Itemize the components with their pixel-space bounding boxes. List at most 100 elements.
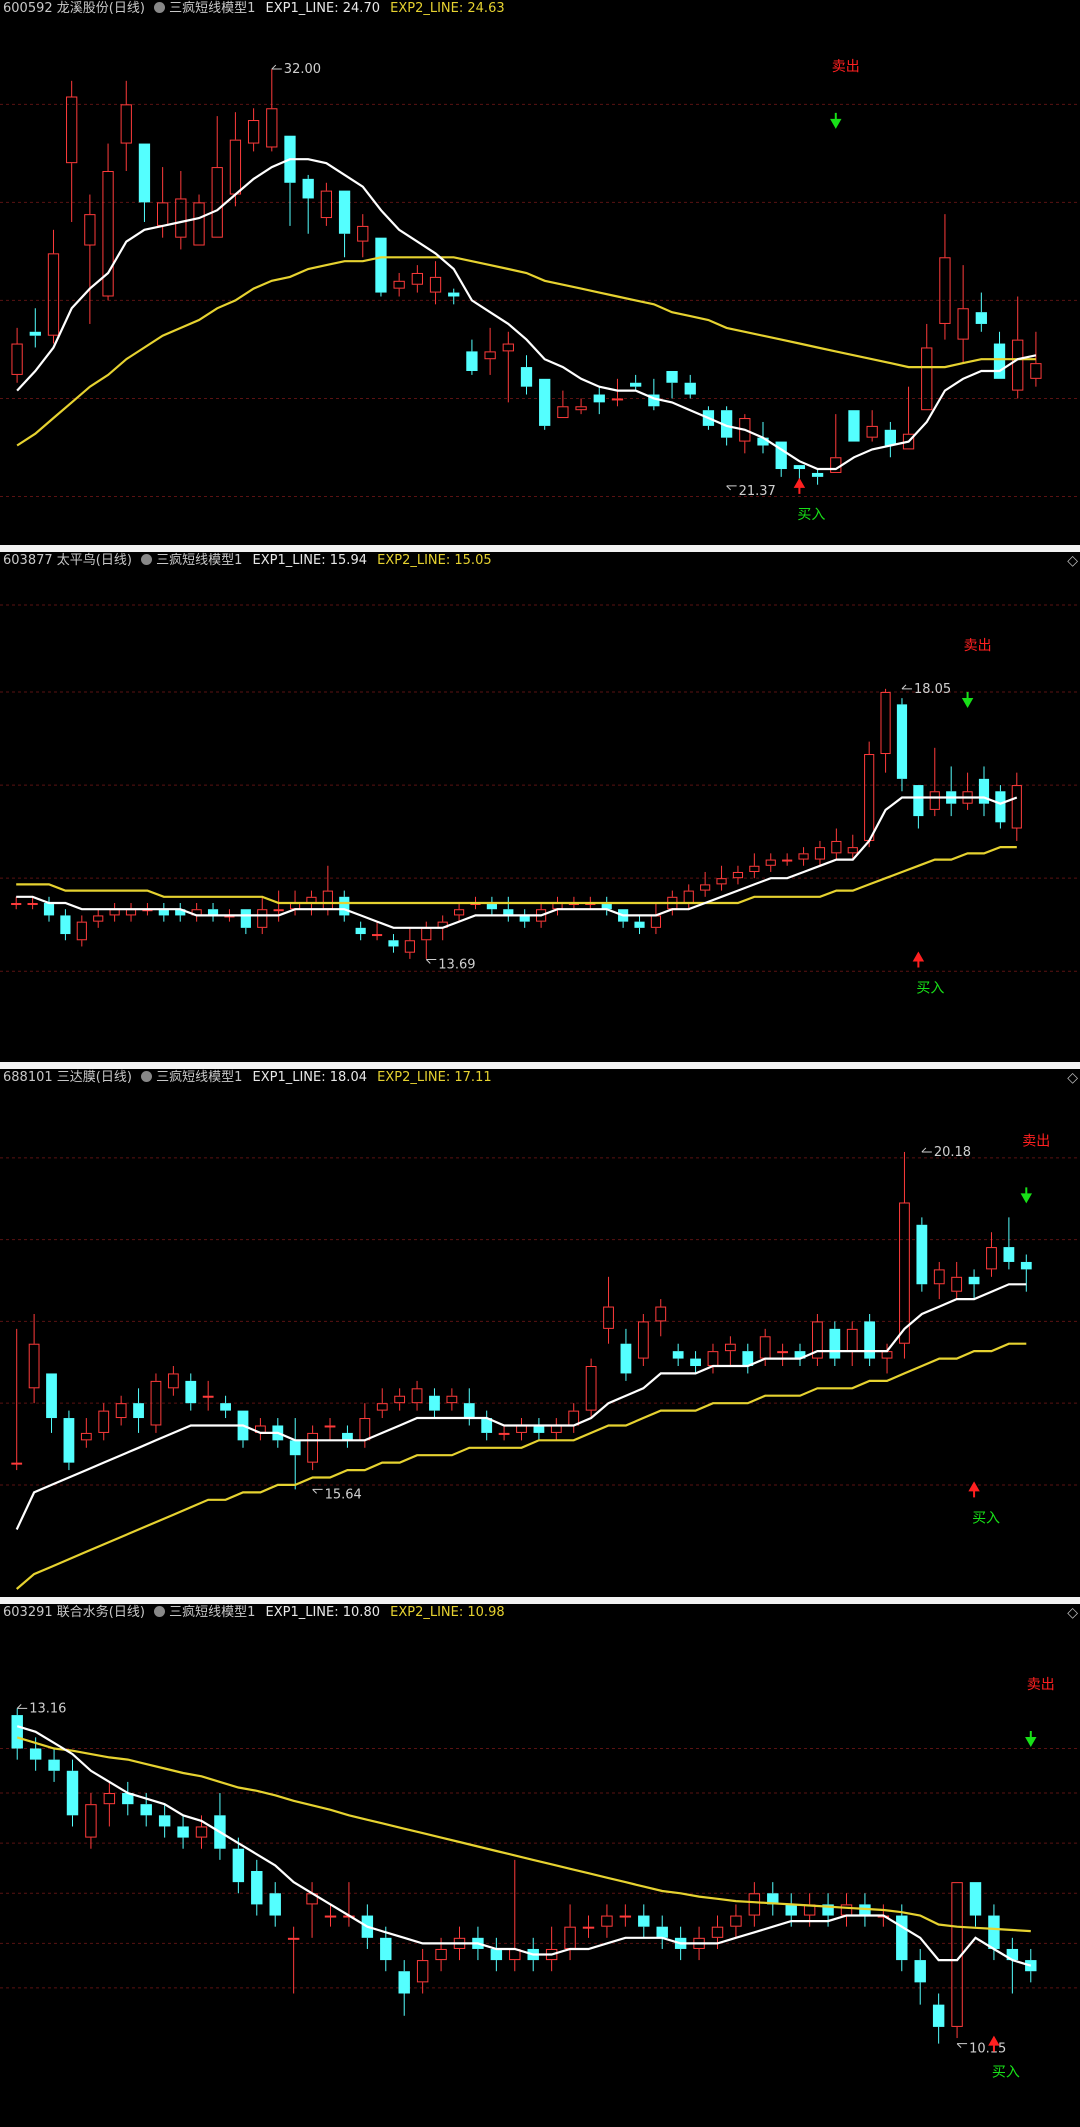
candle-body <box>355 927 366 935</box>
candle-body <box>322 890 333 910</box>
candle <box>995 785 1006 829</box>
candle-body <box>742 1351 754 1367</box>
candle <box>880 688 891 773</box>
candle <box>946 766 957 817</box>
candle-body <box>611 398 624 401</box>
candle-body <box>158 909 169 916</box>
candle-body <box>486 903 497 910</box>
candle <box>287 1926 300 1994</box>
chart-panel-1[interactable]: 600592 龙溪股份(日线) 三疯短线模型1 EXP1_LINE: 24.70… <box>0 0 1080 545</box>
candle-body <box>951 1276 963 1292</box>
candle <box>896 1904 908 1972</box>
candle-body <box>846 1328 858 1352</box>
candle-body <box>921 347 933 411</box>
diamond-icon[interactable]: ◇ <box>1067 1605 1078 1621</box>
candle <box>411 1380 423 1411</box>
indicator-settings-icon[interactable] <box>141 1071 153 1082</box>
candle-body <box>666 370 678 383</box>
candle-body <box>847 847 858 854</box>
candle <box>375 237 387 297</box>
candle-body <box>884 429 896 446</box>
candle <box>666 370 678 399</box>
candle <box>466 339 478 375</box>
indicator-settings-icon[interactable] <box>154 2 166 13</box>
stock-code: 688101 <box>3 1070 53 1085</box>
candle-body <box>247 120 260 144</box>
candle-body <box>648 394 660 407</box>
candle <box>376 1388 388 1419</box>
candle-body <box>732 871 744 879</box>
candle-body <box>60 915 71 935</box>
candle <box>637 1313 649 1367</box>
candle <box>484 327 496 375</box>
diamond-icon[interactable]: ◇ <box>1067 553 1078 569</box>
candle-body <box>185 1380 197 1404</box>
candle <box>929 747 940 817</box>
chart-panel-2[interactable]: 603877 太平鸟(日线) 三疯短线模型1 EXP1_LINE: 15.94 … <box>0 552 1080 1062</box>
candle <box>634 915 645 935</box>
candle-body <box>342 1432 353 1441</box>
indicator-name: 三疯短线模型1 <box>156 1070 243 1085</box>
candle-body <box>289 1440 301 1456</box>
candle <box>11 1328 23 1471</box>
chart-panel-4[interactable]: 603291 联合水务(日线) 三疯短线模型1 EXP1_LINE: 10.80… <box>0 1604 1080 2127</box>
candle-body <box>339 896 350 916</box>
peak-label: 32.00 <box>284 62 321 77</box>
panel-divider <box>0 545 1080 552</box>
chart-panel-3[interactable]: 688101 三达膜(日线) 三疯短线模型1 EXP1_LINE: 18.04 … <box>0 1069 1080 1597</box>
candle <box>720 406 733 446</box>
candle <box>289 1418 301 1490</box>
candle-body <box>793 465 806 470</box>
sell-arrow-icon <box>830 112 842 129</box>
candle <box>355 921 366 941</box>
candle-body <box>394 1395 406 1404</box>
candle-body <box>435 1948 447 1961</box>
candle <box>158 1804 171 1838</box>
candle <box>416 1948 429 1994</box>
indicator-settings-icon[interactable] <box>141 554 153 565</box>
candle-body <box>840 1904 853 1916</box>
candle-body <box>757 437 769 446</box>
candle-body <box>102 171 114 297</box>
buy-arrow-icon <box>968 1481 980 1498</box>
buy-arrow-icon <box>988 2035 1000 2052</box>
candle <box>29 308 41 348</box>
candle <box>812 1313 823 1367</box>
candle-body <box>398 1971 410 1994</box>
candle-body <box>287 1937 300 1940</box>
exp2-line <box>16 256 1036 447</box>
candle <box>557 390 569 419</box>
candle <box>975 292 987 332</box>
candle <box>371 921 383 941</box>
candle-body <box>914 1960 926 1983</box>
candle-body <box>1030 363 1042 379</box>
candle <box>503 896 514 922</box>
candle <box>411 265 423 293</box>
candle-body <box>103 1793 116 1805</box>
candle-body <box>302 178 314 199</box>
diamond-icon[interactable]: ◇ <box>1067 1070 1078 1086</box>
candle-body <box>619 1915 632 1918</box>
candle <box>191 903 202 922</box>
candle <box>993 331 1006 379</box>
candle-body <box>29 331 41 336</box>
candle <box>568 1403 580 1433</box>
candle-body <box>557 406 569 419</box>
candle <box>324 1418 336 1441</box>
candle-body <box>601 1915 613 1927</box>
candle <box>207 903 219 922</box>
candle-body <box>27 903 38 906</box>
candle-body <box>446 1395 458 1404</box>
indicator-settings-icon[interactable] <box>154 1606 166 1617</box>
exp2-value: 15.05 <box>454 553 492 568</box>
exp2-value: 17.11 <box>454 1070 492 1085</box>
candle <box>765 853 776 872</box>
candle <box>138 143 151 222</box>
candle-body <box>684 382 696 395</box>
candle <box>115 1395 127 1426</box>
candle-body <box>11 343 23 375</box>
